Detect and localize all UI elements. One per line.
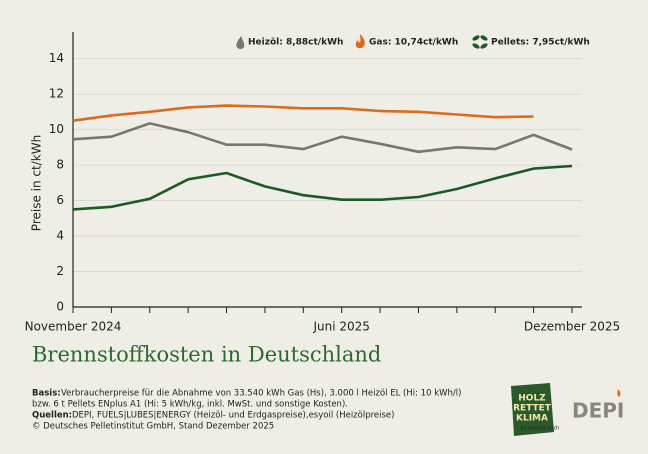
badge-text: KLIMA bbox=[516, 414, 548, 424]
legend-icon bbox=[355, 34, 365, 49]
badge-sub: Es wächst nach bbox=[521, 426, 560, 432]
legend-label: Heizöl: 8,88ct/kWh bbox=[248, 38, 343, 48]
legend-icon bbox=[472, 35, 488, 49]
y-tick-label: 10 bbox=[49, 122, 64, 136]
x-tick-label: November 2024 bbox=[25, 320, 122, 334]
y-tick-label: 12 bbox=[49, 87, 64, 101]
y-tick-label: 2 bbox=[56, 264, 64, 278]
y-tick-label: 0 bbox=[56, 300, 64, 314]
legend-label: Pellets: 7,95ct/kWh bbox=[491, 38, 590, 48]
legend: Heizöl: 8,88ct/kWh Gas: 10,74ct/kWh Pell… bbox=[236, 34, 590, 50]
note-text: Verbraucherpreise für die Abnahme von 33… bbox=[61, 389, 461, 399]
chart-title: Brennstoffkosten in Deutschland bbox=[32, 343, 381, 367]
line-series bbox=[72, 164, 573, 211]
legend-icon bbox=[236, 36, 245, 50]
y-tick-label: 6 bbox=[56, 193, 64, 207]
badge-text: HOLZ bbox=[518, 394, 546, 404]
y-tick-label: 14 bbox=[49, 51, 64, 65]
note-label: Basis: bbox=[32, 389, 61, 399]
badge-text: RETTET bbox=[513, 404, 552, 414]
line-series bbox=[72, 122, 573, 154]
y-tick-label: 8 bbox=[56, 158, 64, 172]
note-label: Quellen: bbox=[32, 411, 72, 421]
brand-logo: DEPI bbox=[572, 399, 624, 423]
y-tick-label: 4 bbox=[56, 229, 64, 243]
line-series bbox=[72, 104, 534, 122]
note-text: © Deutsches Pelletinstitut GmbH, Stand D… bbox=[32, 422, 274, 432]
notes: Basis: Verbraucherpreise für die Abnahme… bbox=[32, 389, 461, 432]
x-tick-label: Juni 2025 bbox=[312, 320, 369, 334]
legend-label: Gas: 10,74ct/kWh bbox=[369, 38, 458, 48]
x-tick-label: Dezember 2025 bbox=[524, 320, 620, 334]
brand-flame bbox=[617, 389, 621, 397]
note-text: bzw. 6 t Pellets ENplus A1 (Hi: 5 kWh/kg… bbox=[32, 400, 348, 410]
y-axis-label: Preise in ct/kWh bbox=[30, 135, 44, 231]
badge-logo: HOLZ RETTET KLIMA Es wächst nach bbox=[511, 383, 559, 436]
note-text: DEPI, FUELS|LUBES|ENERGY (Heizöl- und Er… bbox=[72, 411, 394, 421]
